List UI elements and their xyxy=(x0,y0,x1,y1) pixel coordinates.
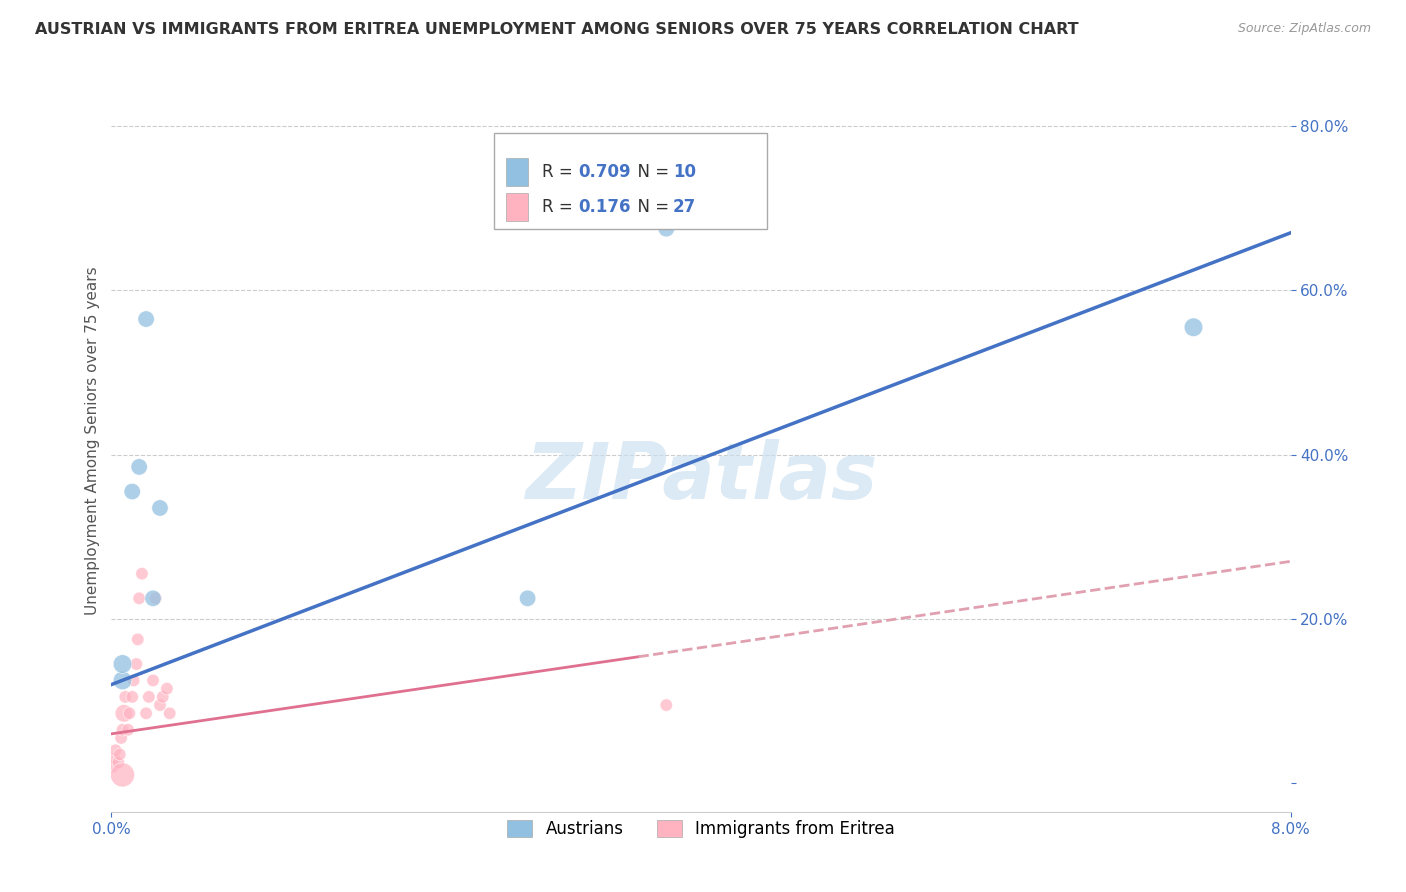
Point xyxy=(156,681,179,696)
Point xyxy=(135,312,157,326)
Point xyxy=(112,706,135,721)
Text: 0.709: 0.709 xyxy=(579,162,631,180)
Text: 0.176: 0.176 xyxy=(579,198,631,216)
Point xyxy=(142,591,165,606)
Point xyxy=(128,459,150,474)
Point xyxy=(131,566,153,581)
Point xyxy=(655,698,678,712)
Y-axis label: Unemployment Among Seniors over 75 years: Unemployment Among Seniors over 75 years xyxy=(86,266,100,615)
Point xyxy=(111,768,134,782)
Point xyxy=(111,657,134,671)
Legend: Austrians, Immigrants from Eritrea: Austrians, Immigrants from Eritrea xyxy=(501,813,901,845)
Point xyxy=(101,760,124,774)
Point xyxy=(117,723,139,737)
Point xyxy=(1182,320,1205,334)
Point xyxy=(121,484,143,499)
Point xyxy=(516,591,538,606)
Point xyxy=(111,723,134,737)
Point xyxy=(111,673,134,688)
Text: 10: 10 xyxy=(673,162,696,180)
Point xyxy=(103,751,125,765)
Point xyxy=(107,756,129,770)
Point xyxy=(104,743,127,757)
Text: 27: 27 xyxy=(673,198,696,216)
Point xyxy=(122,673,145,688)
Point xyxy=(145,591,167,606)
Text: N =: N = xyxy=(627,162,673,180)
Point xyxy=(121,690,143,704)
Text: R =: R = xyxy=(543,162,578,180)
Point xyxy=(114,690,136,704)
Text: N =: N = xyxy=(627,198,673,216)
Point xyxy=(128,591,150,606)
Point xyxy=(118,706,141,721)
Point xyxy=(655,221,678,235)
Text: ZIPatlas: ZIPatlas xyxy=(524,440,877,516)
Text: AUSTRIAN VS IMMIGRANTS FROM ERITREA UNEMPLOYMENT AMONG SENIORS OVER 75 YEARS COR: AUSTRIAN VS IMMIGRANTS FROM ERITREA UNEM… xyxy=(35,22,1078,37)
Point xyxy=(159,706,181,721)
Point xyxy=(108,747,131,762)
Text: R =: R = xyxy=(543,198,578,216)
Point xyxy=(149,500,172,515)
Point xyxy=(138,690,160,704)
Point xyxy=(149,698,172,712)
Text: Source: ZipAtlas.com: Source: ZipAtlas.com xyxy=(1237,22,1371,36)
Point xyxy=(135,706,157,721)
Point xyxy=(152,690,174,704)
Point xyxy=(110,731,132,745)
Point xyxy=(125,657,148,671)
Point xyxy=(127,632,149,647)
Point xyxy=(142,673,165,688)
